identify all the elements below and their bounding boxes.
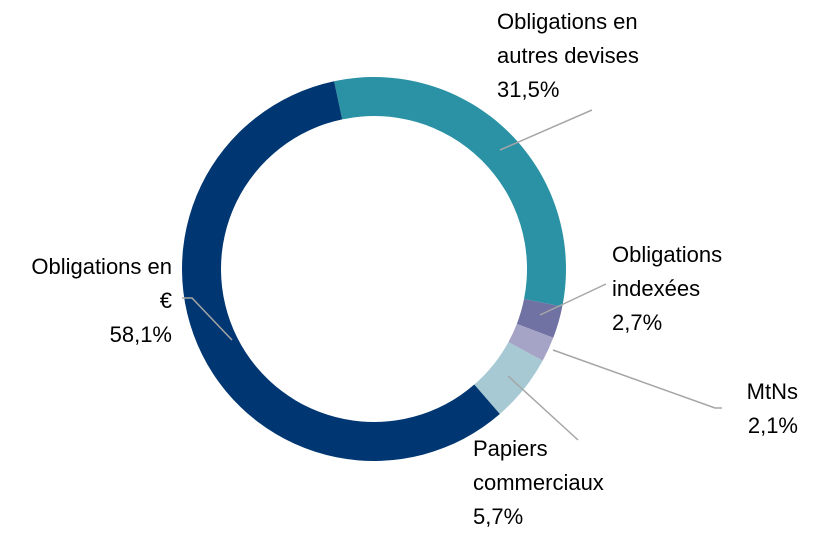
category-label: Obligations en € bbox=[31, 254, 172, 313]
donut-segment bbox=[508, 323, 554, 361]
leader-line bbox=[539, 283, 607, 316]
value-label: 2,7% bbox=[612, 310, 663, 335]
slice-label: Papiers commerciaux 5,7% bbox=[473, 432, 653, 534]
value-label: 58,1% bbox=[109, 322, 172, 347]
category-label: MtNs bbox=[746, 379, 798, 404]
slice-label: MtNs 2,1% bbox=[700, 375, 798, 443]
value-label: 2,1% bbox=[747, 413, 798, 438]
slice-label: Obligations en € 58,1% bbox=[22, 250, 172, 352]
slice-label: Obligations indexées 2,7% bbox=[612, 238, 762, 340]
leader-line bbox=[552, 349, 722, 409]
leader-line bbox=[182, 297, 233, 341]
leader-line bbox=[507, 375, 579, 441]
category-label: Obligations indexées bbox=[612, 242, 723, 301]
category-label: Papiers commerciaux bbox=[473, 436, 604, 495]
donut-segment bbox=[474, 342, 543, 415]
category-label: Obligations en autres devises bbox=[497, 9, 639, 68]
donut-segment bbox=[334, 77, 566, 307]
donut-segment bbox=[516, 298, 563, 338]
leader-line bbox=[499, 109, 593, 151]
value-label: 5,7% bbox=[473, 504, 524, 529]
slice-label: Obligations en autres devises 31,5% bbox=[497, 5, 697, 107]
donut-segment bbox=[181, 81, 500, 462]
value-label: 31,5% bbox=[497, 77, 560, 102]
